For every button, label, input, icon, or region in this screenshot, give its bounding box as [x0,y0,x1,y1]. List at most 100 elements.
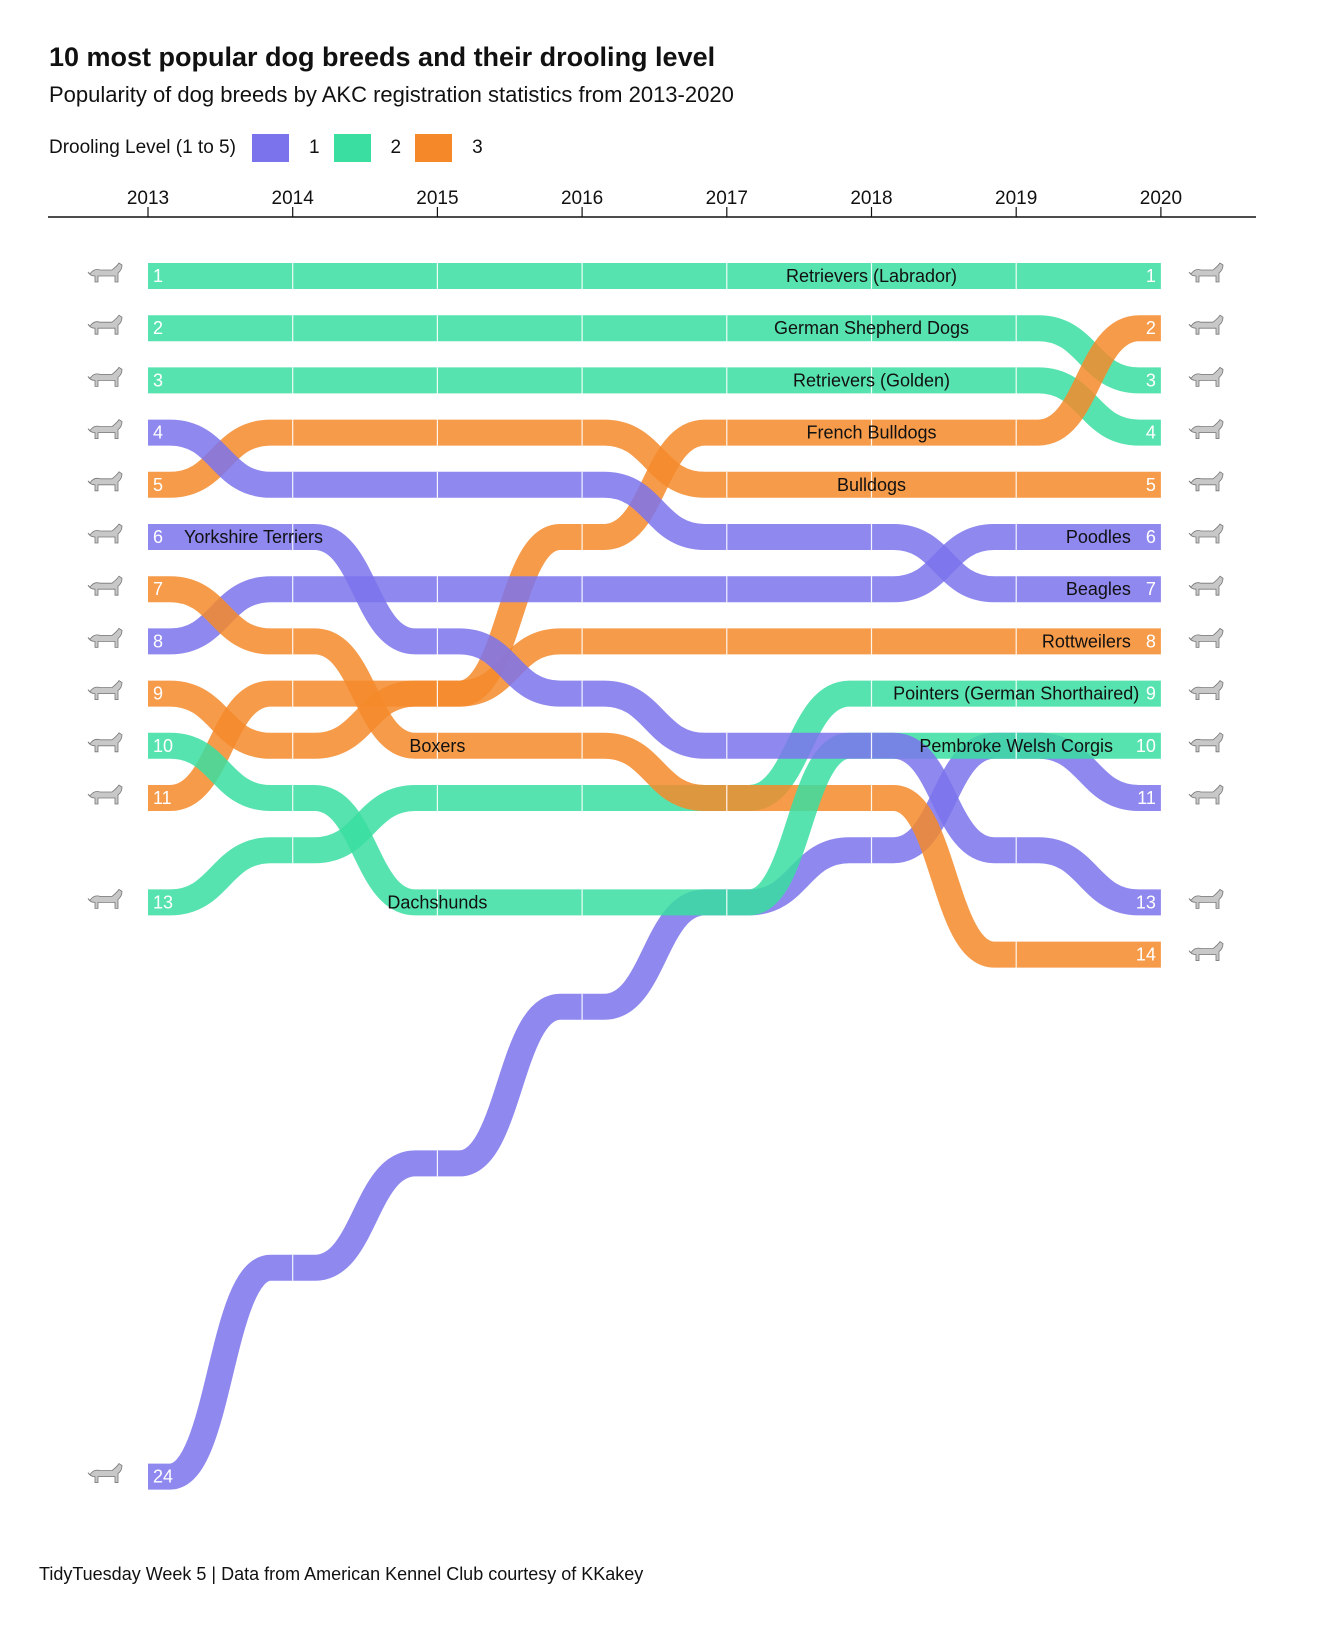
breed-label-retrievers-labrador: Retrievers (Labrador) [786,266,957,286]
dog-silhouette [1188,680,1224,700]
caption: TidyTuesday Week 5 | Data from American … [39,1564,644,1584]
x-tick-label: 2015 [416,188,458,209]
rank-label-end: 4 [1146,423,1156,443]
dog-icon-left [87,523,123,544]
legend-label: 2 [390,137,402,158]
breed-label-retrievers-golden: Retrievers (Golden) [793,370,950,390]
dog-silhouette [87,1463,123,1483]
dog-silhouette [1188,888,1224,909]
breed-label-german-shepherd-dogs: German Shepherd Dogs [774,318,969,338]
dog-silhouette [87,523,123,544]
dog-silhouette [1188,627,1224,648]
x-tick-label: 2020 [1140,188,1182,209]
dog-icon-left [87,575,123,596]
dog-icon-left [87,419,123,440]
dog-silhouette [87,314,123,335]
dog-icon-right [1188,419,1224,440]
dog-silhouette [87,575,123,596]
breed-label-bulldogs: Bulldogs [837,475,906,495]
dog-silhouette [87,366,123,387]
legend-swatch [415,134,453,162]
dog-icon-left [87,627,123,648]
rank-label-end: 5 [1146,475,1156,495]
x-tick-label: 2019 [995,188,1037,209]
legend-swatch [333,134,371,162]
x-tick-label: 2014 [272,188,315,209]
dog-icon-left [87,314,123,335]
rank-label-end: 13 [1136,892,1156,912]
legend-item-3: 3 [415,134,483,162]
breed-label-rottweilers: Rottweilers [1042,631,1131,651]
legend-swatch [251,134,289,162]
dog-icon-left [87,262,123,283]
series-line-boxers [148,576,1161,968]
dog-icon-right [1188,314,1224,335]
rank-label-start: 13 [153,892,173,912]
breed-label-beagles: Beagles [1066,579,1131,599]
dog-icon-left [87,1463,123,1483]
dog-icon-right [1188,627,1224,648]
dog-icon-right [1188,732,1224,753]
series-line-dachshunds [148,732,1161,916]
rank-label-end: 8 [1146,631,1156,651]
dog-icon-left [87,784,123,805]
dog-silhouette [87,732,123,753]
dog-silhouette [1188,314,1224,335]
dog-icon-right [1188,784,1224,805]
dog-icon-left [87,732,123,753]
dog-silhouette [1188,523,1224,544]
dog-silhouette [87,419,123,440]
series-line-pointers-german-shorthaired [148,680,1161,916]
rank-label-end: 10 [1136,736,1156,756]
rank-label-start: 24 [153,1467,173,1487]
x-tick-label: 2018 [850,188,892,209]
dog-icon-right [1188,366,1224,387]
dog-silhouette [87,471,123,492]
dog-silhouette [87,784,123,805]
breed-label-poodles: Poodles [1066,527,1131,547]
dog-icon-right [1188,680,1224,700]
rank-label-end: 14 [1136,945,1156,965]
rank-label-start: 4 [153,423,163,443]
dog-silhouette [87,680,123,700]
breed-label-boxers: Boxers [409,736,465,756]
dog-silhouette [87,262,123,283]
rank-label-end: 7 [1146,579,1156,599]
series-line-french-bulldogs [148,315,1161,811]
series-line-beagles [148,419,1161,603]
legend-title: Drooling Level (1 to 5) [49,137,236,158]
dog-silhouette [1188,419,1224,440]
series-line-poodles [148,524,1161,655]
dog-icon-left [87,888,123,909]
dog-silhouette [87,888,123,909]
dog-silhouette [1188,732,1224,753]
series-line-pembroke-welsh-corgis [148,732,1161,1490]
legend-item-1: 1 [251,134,320,162]
rank-label-start: 6 [153,527,163,547]
dog-icon-right [1188,262,1224,283]
dog-silhouette [1188,471,1224,492]
rank-label-start: 2 [153,318,163,338]
rank-label-end: 9 [1146,684,1156,704]
breed-label-pointers-german-shorthaired: Pointers (German Shorthaired) [893,684,1139,704]
dog-icon-right [1188,471,1224,492]
chart-title: 10 most popular dog breeds and their dro… [49,42,716,72]
series-line-german-shepherd-dogs [148,315,1161,394]
dog-icon-right [1188,941,1224,961]
rank-label-start: 9 [153,684,163,704]
x-tick-label: 2016 [561,188,603,209]
dog-silhouette [1188,262,1224,283]
x-tick-label: 2013 [127,188,169,209]
series-line-bulldogs [148,419,1161,498]
rank-label-start: 5 [153,475,163,495]
dog-silhouette [1188,366,1224,387]
rank-label-end: 2 [1146,318,1156,338]
chart-subtitle: Popularity of dog breeds by AKC registra… [49,82,734,107]
rank-label-end: 6 [1146,527,1156,547]
dog-silhouette [1188,575,1224,596]
breed-label-french-bulldogs: French Bulldogs [806,423,936,443]
rank-label-start: 10 [153,736,173,756]
rank-label-end: 1 [1146,266,1156,286]
rank-label-start: 1 [153,266,163,286]
